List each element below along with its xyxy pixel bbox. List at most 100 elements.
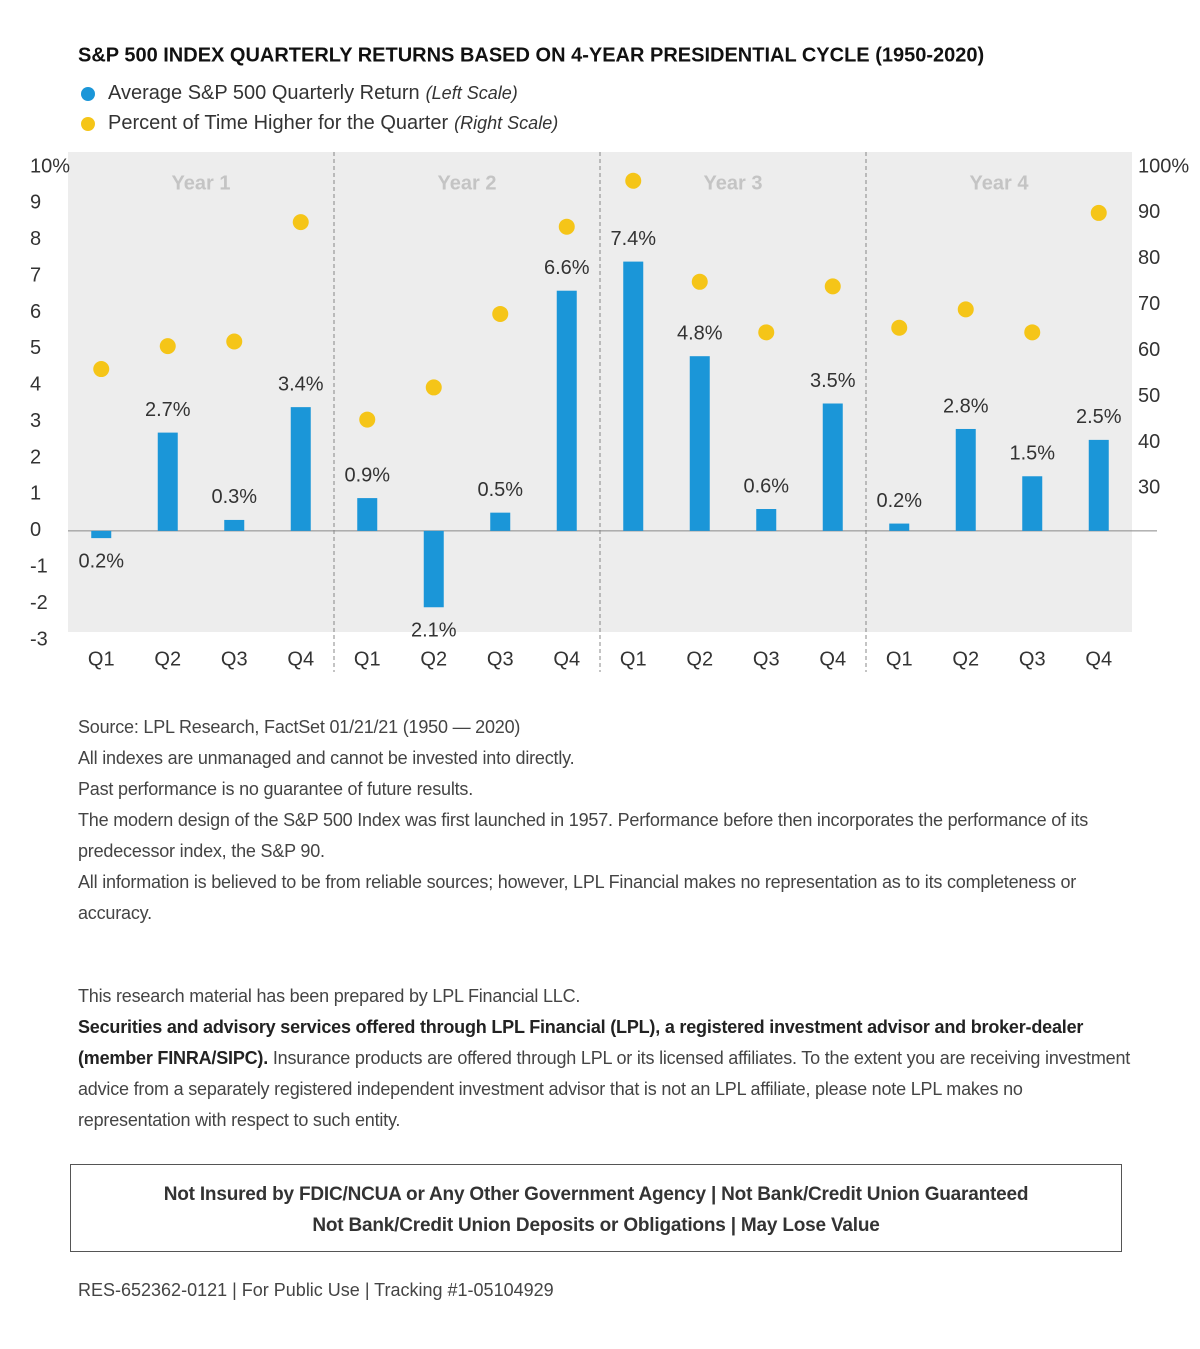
legend-marker xyxy=(81,87,95,101)
y2-tick-label: 70 xyxy=(1138,293,1160,315)
x-tick-label: Q4 xyxy=(287,648,314,670)
y-tick-label: 6 xyxy=(30,301,41,323)
x-tick-label: Q2 xyxy=(420,648,447,670)
legend-scale: (Right Scale) xyxy=(454,113,558,133)
y-tick-label: 3 xyxy=(30,410,41,432)
value-label: 2.7% xyxy=(145,399,191,421)
bar xyxy=(556,290,577,531)
y2-tick-label: 60 xyxy=(1138,339,1160,361)
dot xyxy=(625,172,642,189)
bar xyxy=(756,509,777,531)
legend-marker xyxy=(81,117,95,131)
y-tick-label: 8 xyxy=(30,228,41,250)
group-label: Year 3 xyxy=(704,172,763,194)
value-label: 3.4% xyxy=(278,373,324,395)
dot xyxy=(1090,204,1107,221)
value-label: 2.1% xyxy=(411,620,457,642)
value-label: 2.5% xyxy=(1076,406,1122,428)
y2-tick-label: 80 xyxy=(1138,247,1160,269)
y-tick-label: 2 xyxy=(30,446,41,468)
x-tick-label: Q3 xyxy=(221,648,248,670)
x-tick-label: Q3 xyxy=(487,648,514,670)
dot xyxy=(425,379,442,396)
value-label: 2.8% xyxy=(943,395,989,417)
y-tick-label: -1 xyxy=(30,556,48,578)
dot xyxy=(824,278,841,295)
note: The modern design of the S&P 500 Index w… xyxy=(78,810,1089,861)
x-tick-label: Q4 xyxy=(819,648,846,670)
legend-label: Percent of Time Higher for the Quarter (R… xyxy=(108,112,558,134)
disclosure-bold: Securities and advisory services offered… xyxy=(78,1017,1084,1068)
dot xyxy=(159,338,176,355)
bar xyxy=(889,523,910,531)
legend-scale: (Left Scale) xyxy=(426,83,518,103)
legend-name: Average S&P 500 Quarterly Return xyxy=(108,82,420,104)
value-label: 0.5% xyxy=(477,479,523,501)
y-tick-label: 5 xyxy=(30,337,41,359)
bar xyxy=(224,519,245,531)
y2-tick-label: 90 xyxy=(1138,201,1160,223)
y2-tick-label: 50 xyxy=(1138,385,1160,407)
note: Past performance is no guarantee of futu… xyxy=(78,779,474,799)
bar xyxy=(822,403,843,531)
y-tick-label: 9 xyxy=(30,192,41,214)
x-tick-label: Q3 xyxy=(1019,648,1046,670)
value-label: 0.2% xyxy=(876,490,922,512)
bar xyxy=(1088,439,1109,531)
disclaimer-box: Not Insured by FDIC/NCUA or Any Other Go… xyxy=(70,1164,1122,1252)
bar xyxy=(357,498,378,531)
disclosure: Securities and advisory services offered… xyxy=(78,1012,1138,1136)
bar xyxy=(290,407,311,531)
y-tick-label: 10% xyxy=(30,155,70,177)
prepared: This research material has been prepared… xyxy=(78,986,581,1006)
group-label: Year 1 xyxy=(172,172,231,194)
dot xyxy=(93,361,110,378)
y2-tick-label: 30 xyxy=(1138,477,1160,499)
x-tick-label: Q4 xyxy=(553,648,580,670)
chart: S&P 500 INDEX QUARTERLY RETURNS BASED ON… xyxy=(30,44,1189,672)
box-line: Not Insured by FDIC/NCUA or Any Other Go… xyxy=(163,1184,1029,1205)
x-tick-label: Q1 xyxy=(886,648,913,670)
value-label: 0.9% xyxy=(344,464,390,486)
legend-name: Percent of Time Higher for the Quarter xyxy=(108,112,448,134)
dot xyxy=(558,218,575,235)
y2-tick-label: 100% xyxy=(1138,155,1189,177)
x-tick-label: Q2 xyxy=(686,648,713,670)
x-tick-label: Q1 xyxy=(620,648,647,670)
y-tick-label: 4 xyxy=(30,374,41,396)
dot xyxy=(359,411,376,428)
x-tick-label: Q1 xyxy=(354,648,381,670)
value-label: 7.4% xyxy=(610,228,656,250)
bar xyxy=(955,428,976,531)
x-tick-label: Q3 xyxy=(753,648,780,670)
y-tick-label: -3 xyxy=(30,628,48,650)
dot xyxy=(292,214,309,231)
bar xyxy=(623,261,644,531)
bar xyxy=(1022,476,1043,531)
legend-label: Average S&P 500 Quarterly Return (Left Sc… xyxy=(108,82,518,104)
y-tick-label: 1 xyxy=(30,483,41,505)
x-tick-label: Q2 xyxy=(154,648,181,670)
value-label: 3.5% xyxy=(810,370,856,392)
value-label: 1.5% xyxy=(1009,443,1055,465)
y-tick-label: 7 xyxy=(30,264,41,286)
disclosures: This research material has been prepared… xyxy=(78,981,1138,1136)
dot xyxy=(1024,324,1041,341)
value-label: 0.2% xyxy=(78,550,124,572)
value-label: 4.8% xyxy=(677,322,723,344)
y-tick-label: 0 xyxy=(30,519,41,541)
bar xyxy=(423,530,444,608)
note: All indexes are unmanaged and cannot be … xyxy=(78,748,575,768)
disclosure-text: Insurance products are offered through L… xyxy=(78,1048,1131,1130)
dot xyxy=(691,273,708,290)
box-line: Not Bank/Credit Union Deposits or Obliga… xyxy=(312,1215,880,1236)
chart-title: S&P 500 INDEX QUARTERLY RETURNS BASED ON… xyxy=(78,44,984,66)
x-tick-label: Q2 xyxy=(952,648,979,670)
bar xyxy=(689,356,710,531)
notes: Source: LPL Research, FactSet 01/21/21 (… xyxy=(78,712,1138,929)
value-label: 0.3% xyxy=(211,486,257,508)
value-label: 0.6% xyxy=(743,475,789,497)
x-tick-label: Q1 xyxy=(88,648,115,670)
dot xyxy=(891,319,908,336)
